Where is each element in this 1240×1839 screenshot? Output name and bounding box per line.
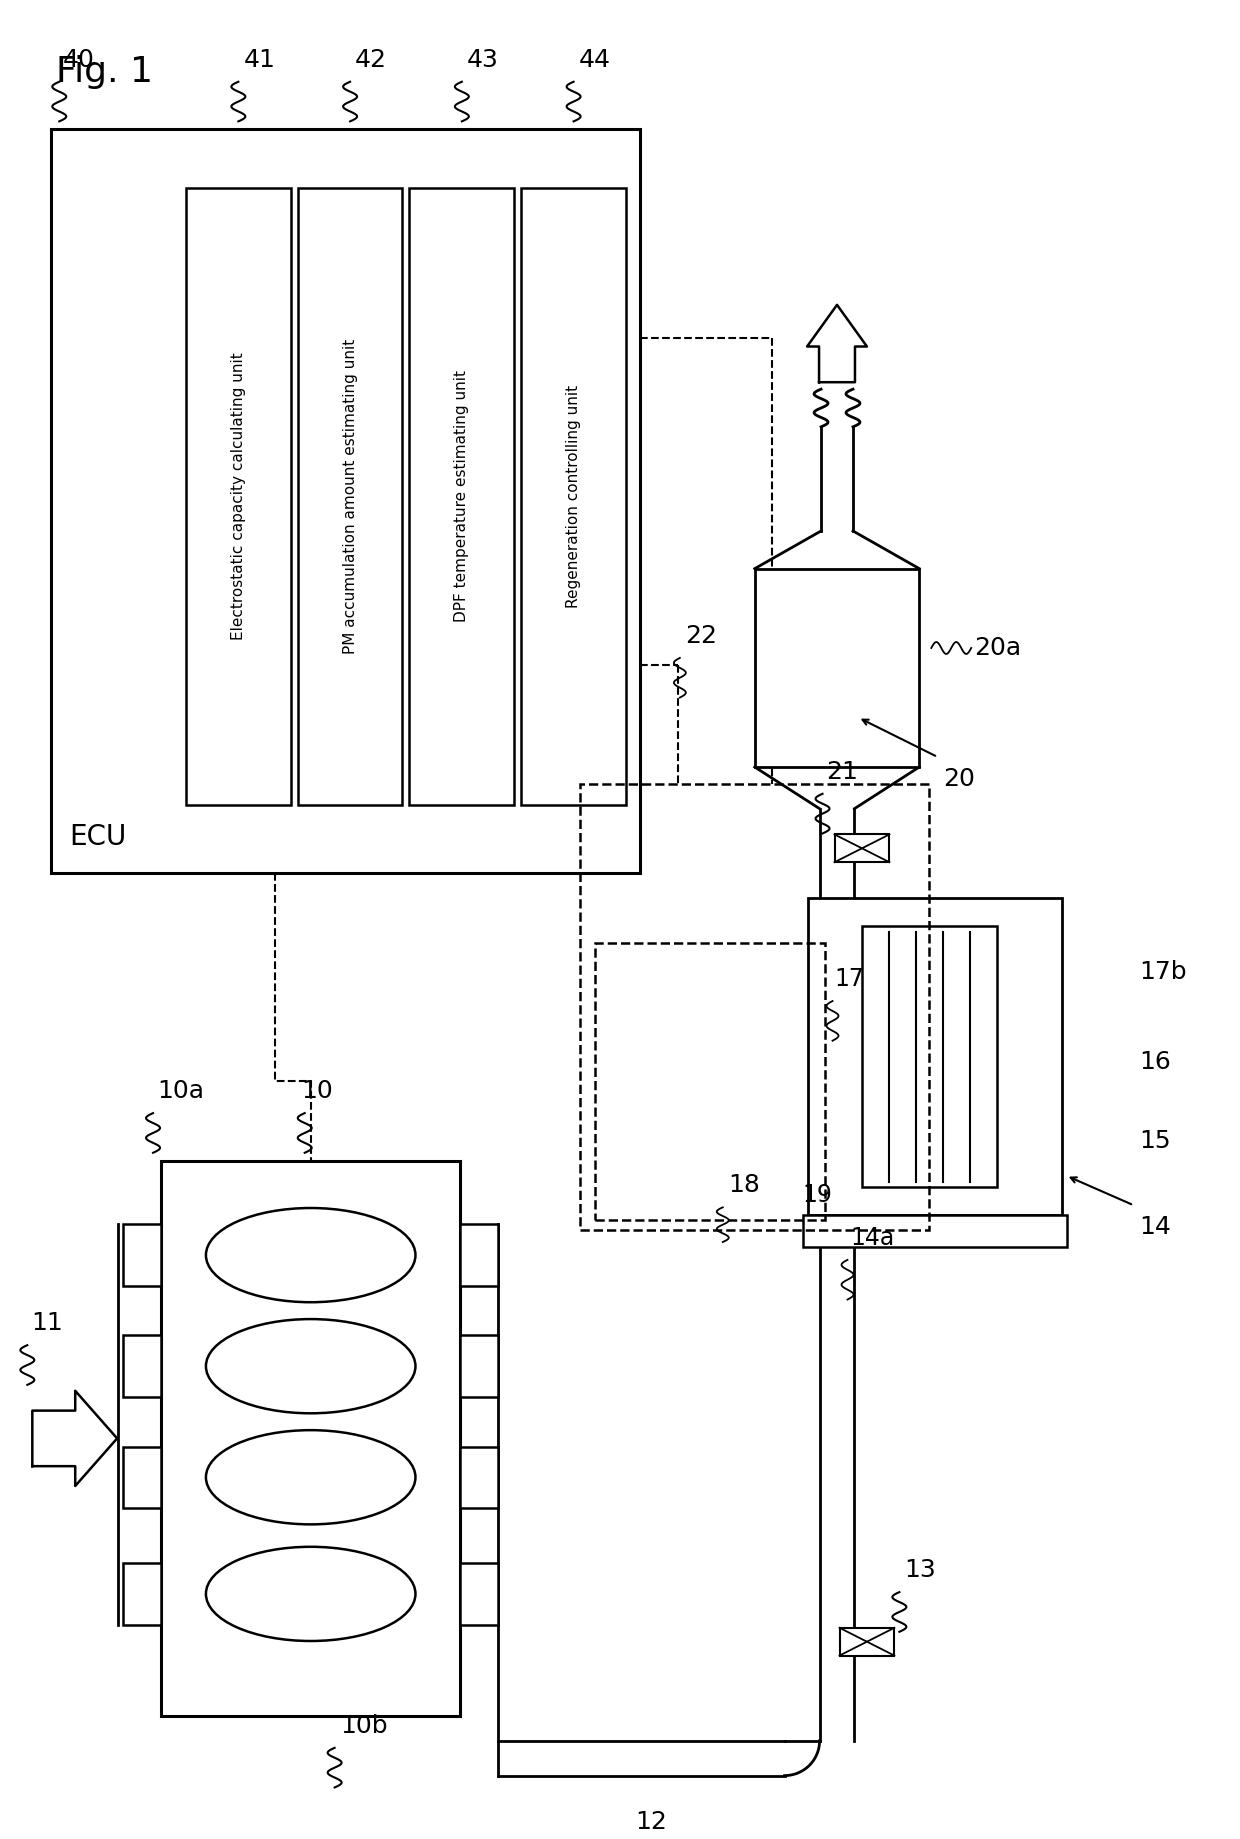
Bar — [755, 568, 919, 767]
Bar — [123, 1225, 161, 1285]
Bar — [460, 1335, 498, 1398]
Text: 11: 11 — [31, 1311, 63, 1335]
Text: 10: 10 — [301, 1079, 332, 1103]
Text: 41: 41 — [243, 48, 275, 72]
Bar — [123, 1447, 161, 1508]
Ellipse shape — [206, 1208, 415, 1302]
Text: 44: 44 — [579, 48, 610, 72]
Text: 22: 22 — [684, 623, 717, 647]
Bar — [521, 188, 626, 805]
Text: 14: 14 — [1138, 1216, 1171, 1239]
Text: 14a: 14a — [851, 1227, 895, 1251]
Text: Fig. 1: Fig. 1 — [56, 55, 154, 88]
Bar — [123, 1335, 161, 1398]
Bar — [409, 188, 515, 805]
Text: 13: 13 — [904, 1558, 936, 1582]
Text: 40: 40 — [63, 48, 95, 72]
Text: 15: 15 — [1138, 1129, 1171, 1153]
Bar — [51, 129, 640, 874]
Bar — [460, 1225, 498, 1285]
Text: Regeneration controlling unit: Regeneration controlling unit — [567, 384, 582, 609]
Text: 18: 18 — [728, 1173, 760, 1197]
Bar — [161, 1160, 460, 1716]
Bar — [460, 1563, 498, 1624]
Ellipse shape — [206, 1547, 415, 1640]
Bar — [807, 897, 1061, 1216]
Bar — [580, 783, 929, 1230]
Ellipse shape — [206, 1319, 415, 1414]
Bar — [839, 1628, 894, 1655]
Text: 17a: 17a — [835, 967, 879, 991]
Bar — [186, 188, 290, 805]
Text: 43: 43 — [466, 48, 498, 72]
Text: DPF temperature estimating unit: DPF temperature estimating unit — [454, 370, 470, 622]
Text: 21: 21 — [827, 760, 858, 783]
Text: 20: 20 — [942, 767, 975, 791]
Text: ECU: ECU — [69, 824, 126, 851]
Bar — [298, 188, 403, 805]
Text: Electrostatic capacity calculating unit: Electrostatic capacity calculating unit — [231, 353, 246, 640]
Ellipse shape — [206, 1431, 415, 1525]
Bar — [595, 943, 825, 1221]
Text: 17b: 17b — [1138, 960, 1187, 984]
Bar — [863, 925, 997, 1188]
Text: 42: 42 — [355, 48, 387, 72]
Text: 16: 16 — [1138, 1050, 1171, 1074]
Text: 20a: 20a — [975, 636, 1022, 660]
Bar — [835, 835, 889, 862]
Text: 19: 19 — [802, 1182, 832, 1208]
Text: 10a: 10a — [157, 1079, 205, 1103]
Text: 12: 12 — [635, 1810, 667, 1833]
Text: 10b: 10b — [341, 1714, 388, 1738]
Bar — [460, 1447, 498, 1508]
Bar — [123, 1563, 161, 1624]
Text: PM accumulation amount estimating unit: PM accumulation amount estimating unit — [342, 338, 357, 655]
Bar — [802, 1216, 1066, 1247]
